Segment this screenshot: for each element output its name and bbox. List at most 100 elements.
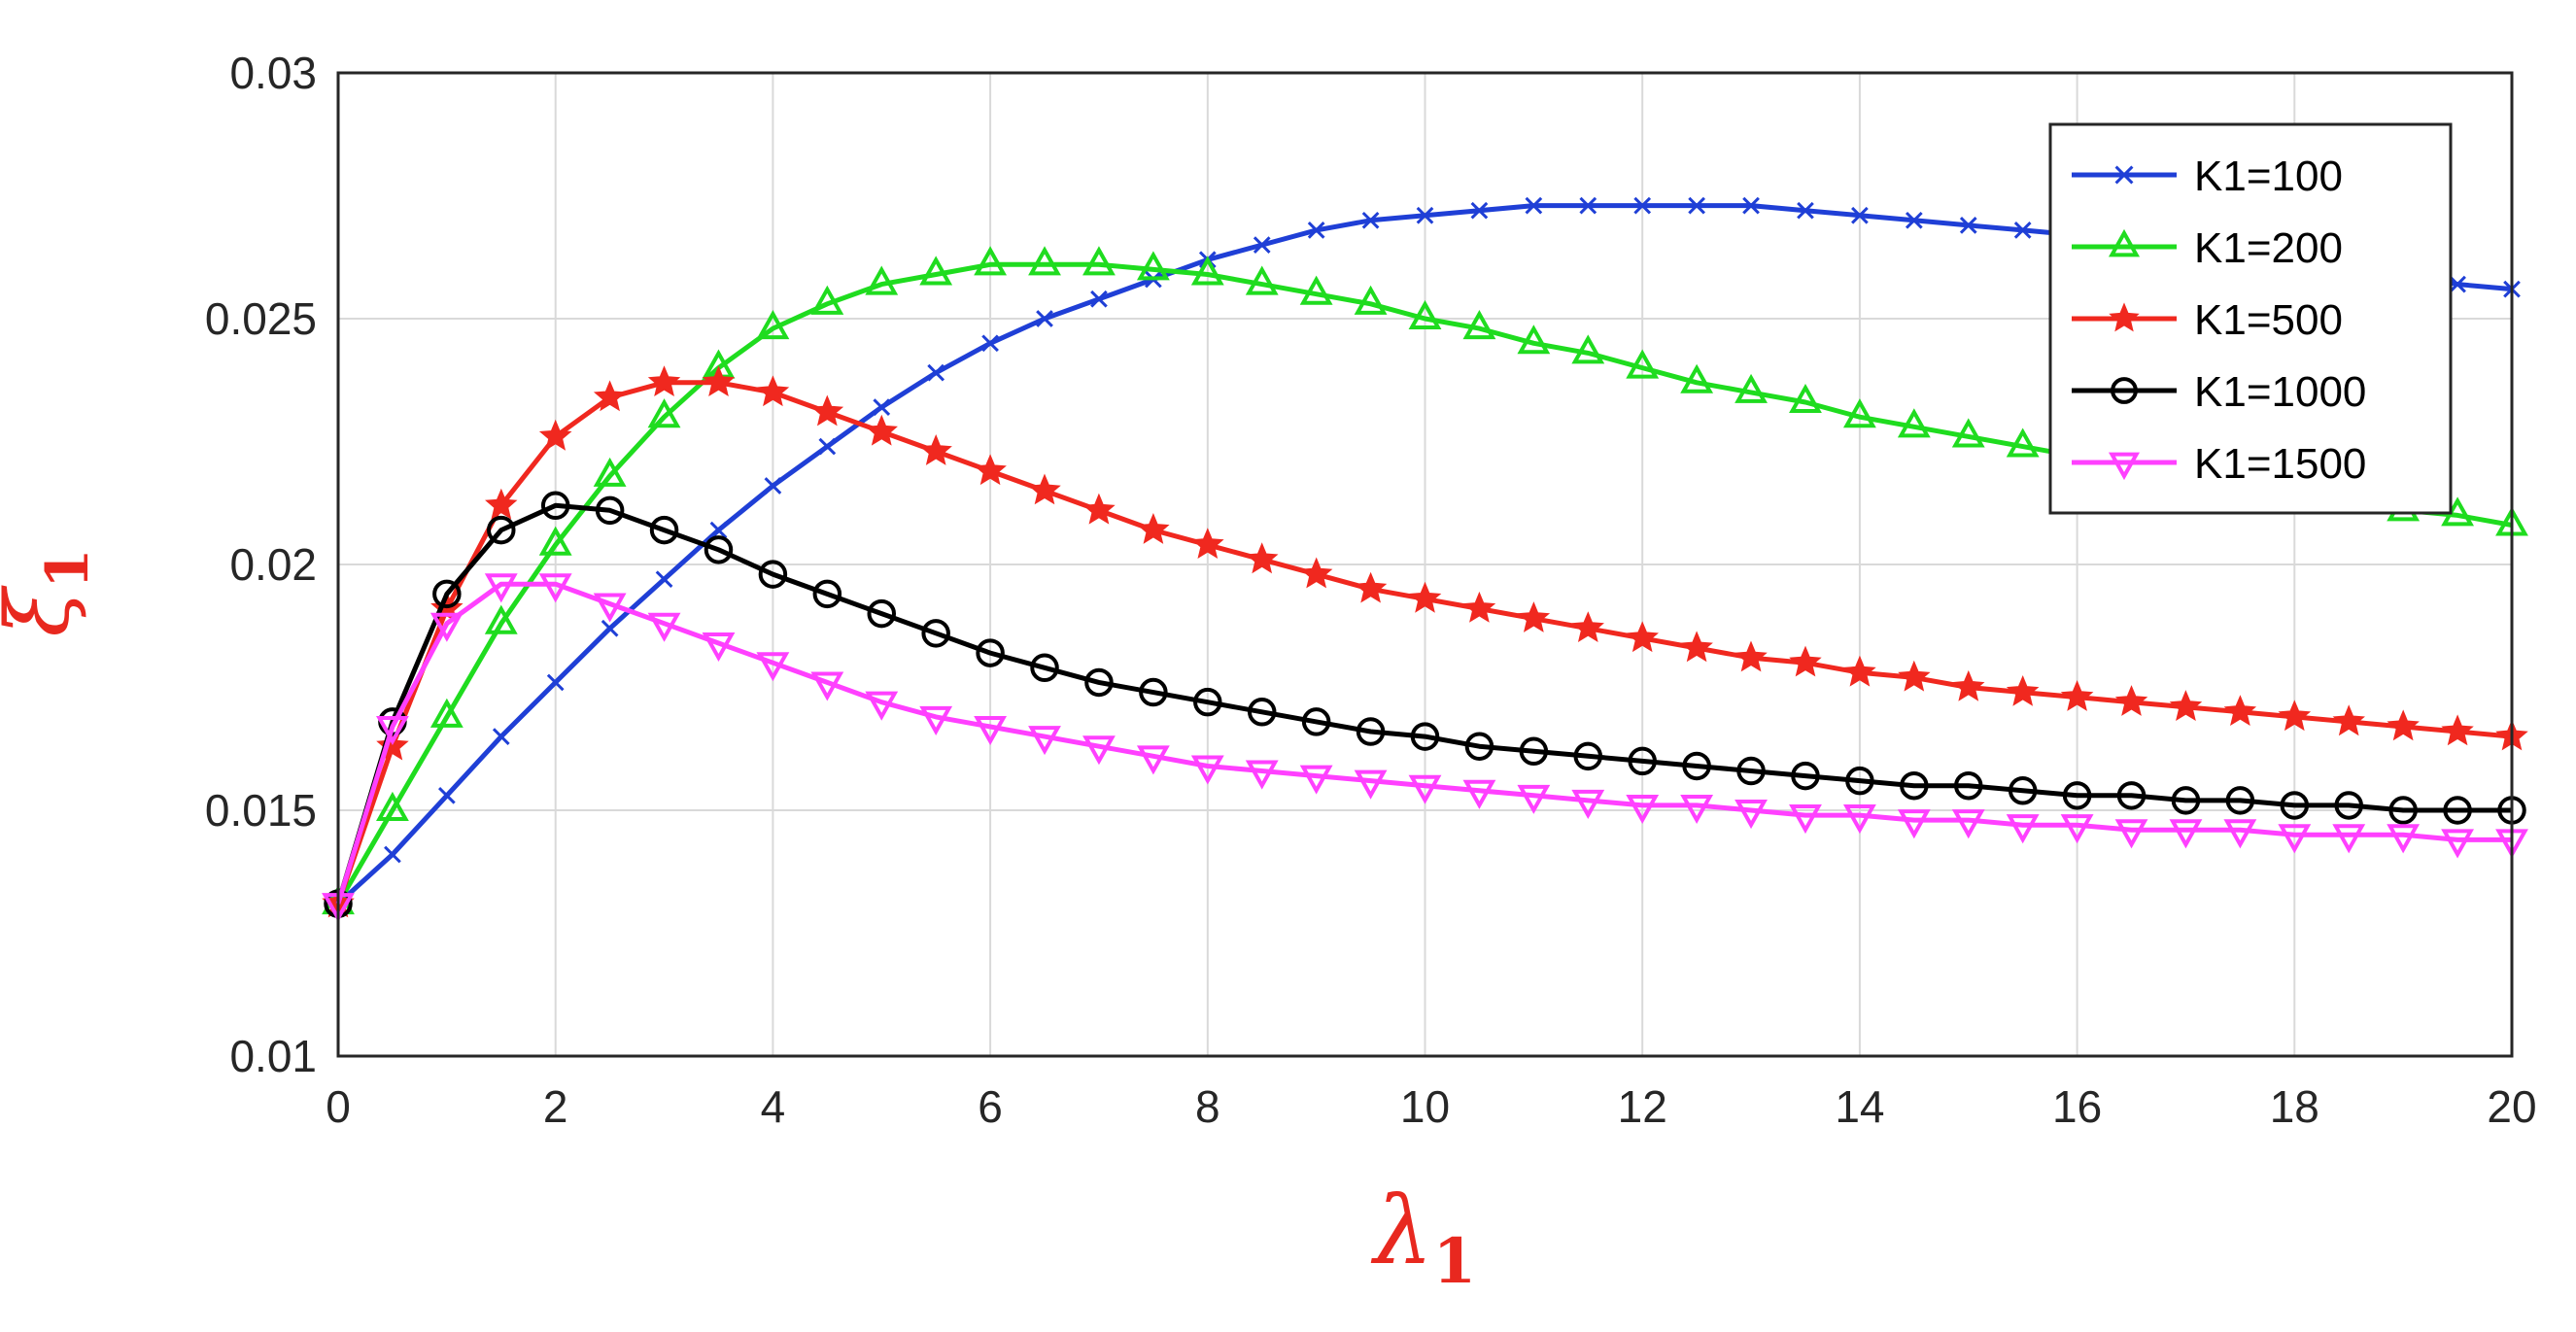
data-point <box>593 593 627 623</box>
data-point <box>1633 196 1652 215</box>
data-point <box>647 365 681 397</box>
data-point <box>1954 770 1983 801</box>
data-point <box>756 310 790 340</box>
legend-label: K1=200 <box>2194 224 2343 272</box>
data-point <box>1354 285 1388 315</box>
legend-item: K1=1500 <box>2072 440 2366 488</box>
legend-label: K1=1500 <box>2194 440 2366 488</box>
legend-item: K1=200 <box>2072 224 2343 272</box>
data-point <box>1036 310 1053 327</box>
data-point <box>649 515 679 545</box>
data-point <box>865 414 898 446</box>
data-point <box>1139 677 1168 707</box>
data-point <box>1797 201 1814 220</box>
data-point <box>1626 794 1660 825</box>
data-point <box>1253 236 1271 254</box>
data-point <box>974 454 1007 486</box>
data-point <box>2060 814 2094 844</box>
data-point <box>2332 704 2365 736</box>
x-tick-label: 10 <box>1400 1081 1450 1132</box>
data-point <box>432 579 462 609</box>
data-point <box>2280 791 2310 820</box>
data-point <box>919 433 952 465</box>
data-point <box>2449 275 2466 293</box>
data-point <box>2006 674 2040 706</box>
data-point <box>1628 746 1657 776</box>
data-point <box>1843 655 1876 687</box>
data-point <box>810 394 844 427</box>
data-point <box>1082 493 1116 525</box>
data-point <box>1736 756 1766 786</box>
data-point <box>647 398 681 428</box>
data-point <box>2225 786 2255 815</box>
data-point <box>540 491 570 521</box>
data-point <box>1028 726 1061 756</box>
y-tick-label: 0.01 <box>229 1031 317 1081</box>
data-point <box>1680 794 1714 825</box>
data-point <box>1246 542 1279 574</box>
data-point <box>2441 714 2474 746</box>
data-point <box>484 573 518 603</box>
data-point <box>974 715 1008 746</box>
data-point <box>376 791 409 821</box>
data-point <box>1193 687 1222 717</box>
data-point <box>810 285 844 315</box>
data-point <box>1789 645 1822 677</box>
data-point <box>595 495 625 526</box>
data-point <box>2169 819 2203 849</box>
data-point <box>2387 824 2421 854</box>
y-axis-label-main: ξ <box>0 585 89 637</box>
data-point <box>2278 700 2312 732</box>
data-point <box>1408 774 1442 804</box>
data-point <box>1571 789 1605 819</box>
data-point <box>1519 736 1549 767</box>
data-point <box>1090 290 1108 308</box>
data-point <box>2387 709 2420 741</box>
data-point <box>2441 829 2474 859</box>
data-point <box>1952 669 1985 701</box>
data-point <box>1136 745 1170 775</box>
data-point <box>758 560 788 589</box>
data-point <box>1789 804 1822 835</box>
data-point <box>764 477 782 495</box>
data-point <box>1191 528 1224 560</box>
data-point <box>2278 824 2312 854</box>
data-point <box>1464 732 1494 761</box>
data-point <box>546 673 565 692</box>
data-point <box>1959 216 1977 234</box>
data-point <box>1190 755 1224 785</box>
data-point <box>1573 741 1603 771</box>
data-point <box>1028 473 1061 505</box>
data-point <box>2223 819 2257 849</box>
data-point <box>1626 621 1659 653</box>
data-point <box>1082 735 1116 766</box>
data-point <box>2169 690 2203 722</box>
data-point <box>1361 211 1380 229</box>
data-point <box>1136 251 1170 281</box>
data-point <box>492 728 510 745</box>
data-point <box>2062 781 2092 810</box>
data-point <box>1084 667 1114 698</box>
data-point <box>2114 165 2134 185</box>
data-point <box>2334 791 2363 820</box>
data-point <box>921 619 950 648</box>
legend-item: K1=500 <box>2072 296 2343 344</box>
legend-item: K1=1000 <box>2072 368 2366 416</box>
x-axis-label-main: λ <box>1370 1177 1433 1285</box>
data-point <box>1299 557 1333 589</box>
data-point <box>709 521 728 539</box>
y-axis-label: ξ1 <box>0 548 102 636</box>
data-point <box>538 526 572 556</box>
data-point <box>1410 722 1440 751</box>
data-point <box>2116 781 2147 810</box>
data-point <box>1905 211 1923 229</box>
data-point <box>1525 196 1543 215</box>
data-point <box>1735 373 1768 403</box>
data-point <box>647 612 681 642</box>
data-point <box>810 671 844 701</box>
data-point <box>2006 427 2040 458</box>
y-tick-label: 0.02 <box>229 539 317 590</box>
x-tick-label: 4 <box>761 1081 786 1132</box>
data-point <box>702 365 736 397</box>
data-point <box>865 265 899 295</box>
